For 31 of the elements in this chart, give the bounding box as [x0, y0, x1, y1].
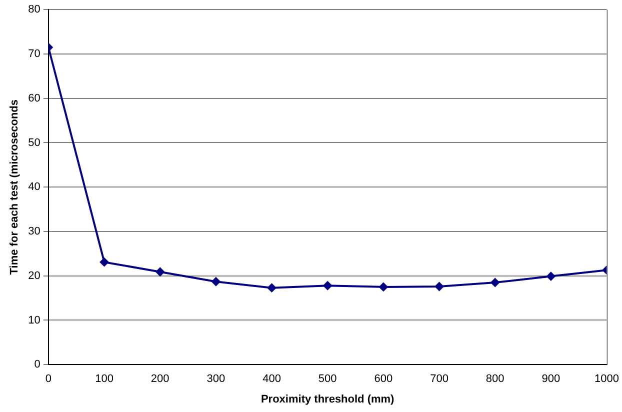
- point: [323, 281, 332, 290]
- x-axis-title: Proximity threshold (mm): [260, 393, 395, 406]
- point: [156, 267, 165, 276]
- x-tick-label: 800: [486, 373, 504, 386]
- x-tick-label: 900: [542, 373, 560, 386]
- y-tick-label: 10: [28, 314, 40, 326]
- point: [546, 272, 556, 281]
- y-tick-label: 0: [34, 358, 40, 371]
- x-tick-label: 0: [45, 373, 52, 386]
- x-tick-label: 400: [262, 373, 281, 386]
- x-tick-label: 700: [430, 373, 448, 386]
- y-tick-label: 40: [28, 181, 40, 194]
- point: [267, 283, 276, 292]
- point: [434, 282, 444, 291]
- y-tick-label: 70: [28, 48, 40, 60]
- point: [490, 278, 500, 288]
- point: [211, 277, 220, 286]
- x-tick-label: 1000: [594, 373, 620, 386]
- y-tick-label: 60: [28, 92, 40, 104]
- point: [100, 258, 109, 267]
- x-tick-label: 300: [206, 373, 226, 386]
- y-tick-label: 80: [28, 4, 40, 16]
- x-tick-label: 100: [95, 373, 114, 386]
- x-tick-label: 200: [150, 373, 170, 386]
- y-tick-label: 50: [28, 136, 40, 149]
- y-tick-label: 30: [28, 226, 40, 238]
- x-tick-label: 600: [374, 373, 393, 386]
- y-tick-label: 20: [28, 270, 40, 282]
- point: [378, 282, 388, 292]
- x-tick-label: 500: [318, 373, 337, 386]
- y-axis-title: Time for each test (microseconds: [8, 99, 21, 275]
